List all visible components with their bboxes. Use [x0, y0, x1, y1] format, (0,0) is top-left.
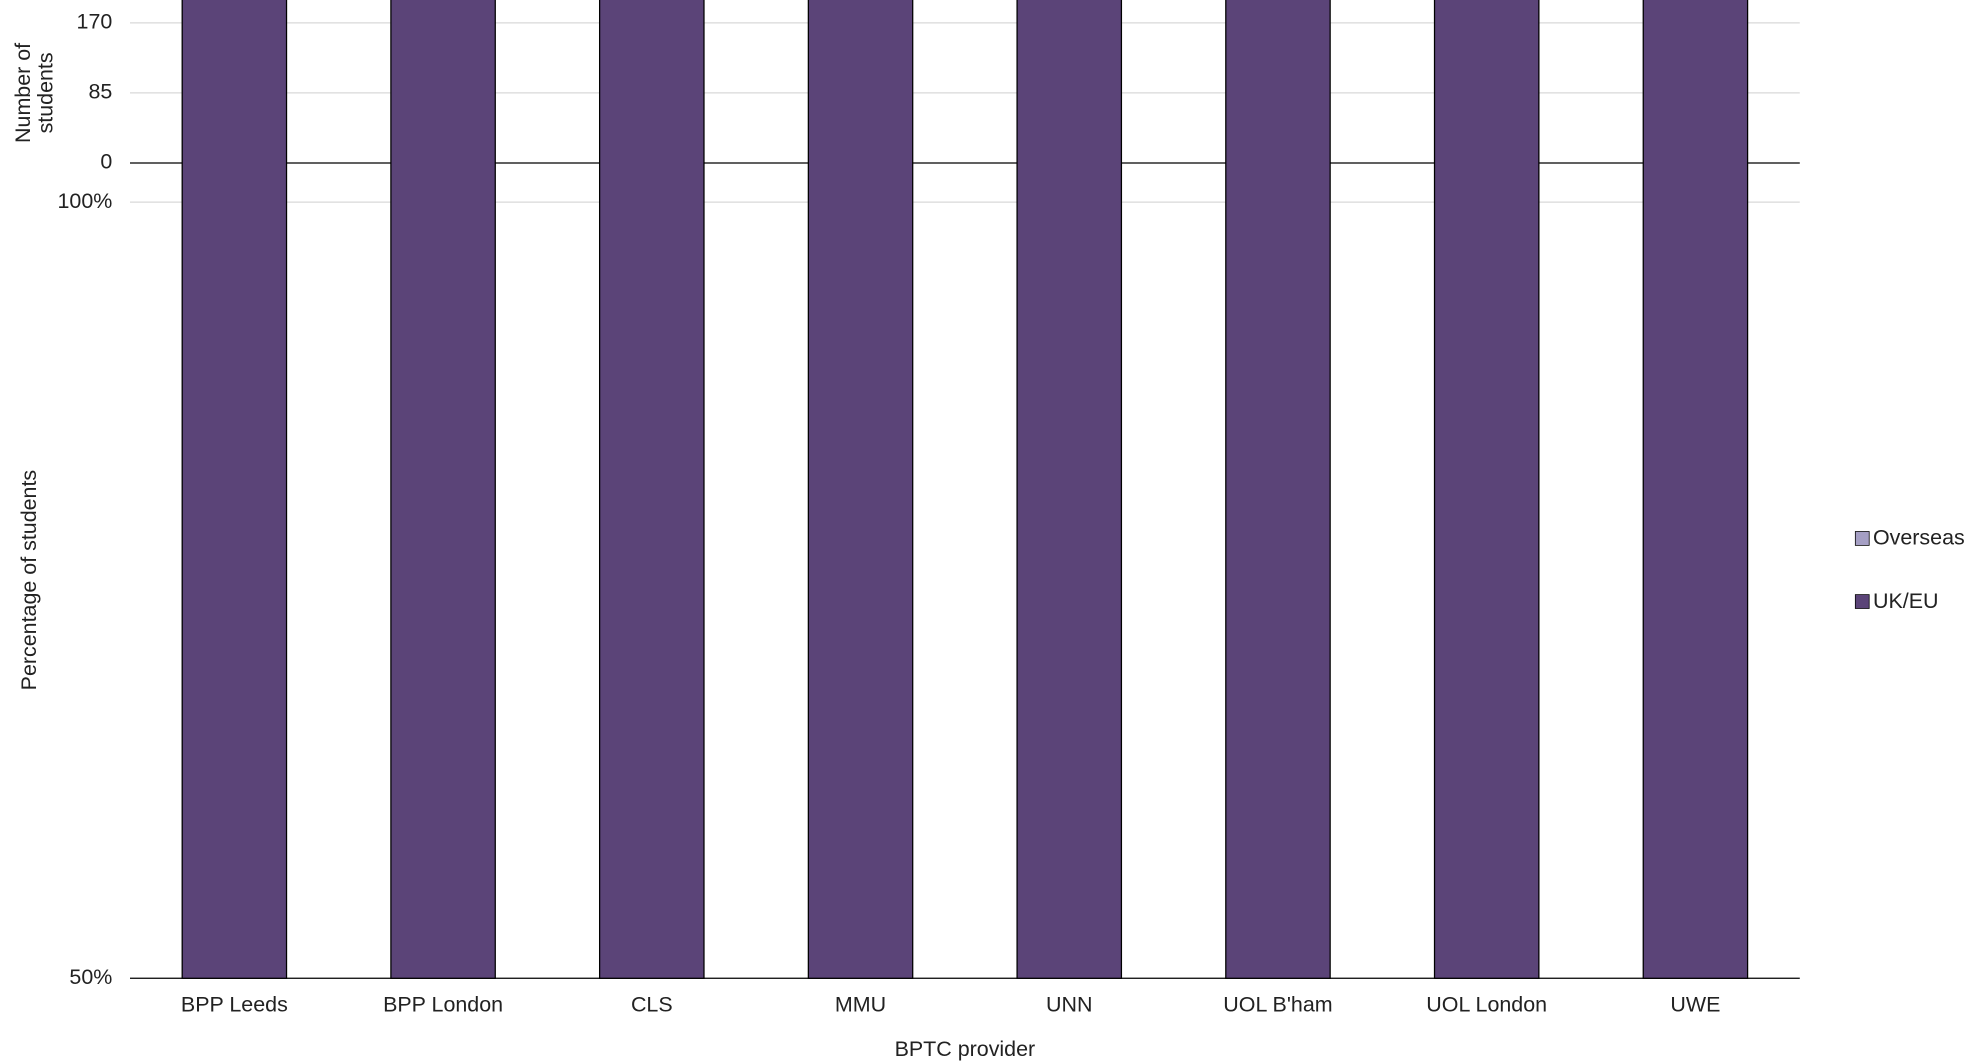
x-tick-label: UOL London: [1426, 993, 1547, 1017]
y-tick-label: 100%: [57, 189, 112, 213]
bar-segment: [1225, 0, 1331, 979]
y-tick-label: 50%: [69, 965, 112, 989]
bar-segment: [181, 0, 288, 979]
bar-segment: [1642, 0, 1749, 979]
bar-segment: [807, 0, 914, 979]
y-axis-label: Number ofstudents: [11, 43, 58, 143]
y-tick-label: 85: [88, 80, 112, 104]
x-axis-label: BPTC provider: [895, 1037, 1036, 1061]
x-tick-label: UWE: [1670, 993, 1720, 1017]
y-tick-label: 170: [77, 10, 113, 34]
x-tick-label: MMU: [835, 993, 886, 1017]
legend-label: Overseas: [1873, 526, 1965, 550]
legend-swatch: [1854, 531, 1870, 546]
bar-segment: [1016, 0, 1123, 979]
x-tick-label: UOL B'ham: [1223, 993, 1332, 1017]
bar-segment: [1433, 0, 1540, 979]
y-axis-label: Percentage of students: [17, 470, 41, 690]
bar-segment: [390, 0, 496, 979]
legend-label: UK/EU: [1873, 589, 1939, 613]
y-tick-label: 0: [100, 150, 112, 174]
x-tick-label: BPP Leeds: [181, 993, 288, 1017]
x-tick-label: CLS: [631, 993, 673, 1017]
legend-swatch: [1854, 594, 1870, 609]
x-tick-label: UNN: [1046, 993, 1092, 1017]
x-tick-label: BPP London: [383, 993, 503, 1017]
bar-segment: [598, 0, 705, 979]
